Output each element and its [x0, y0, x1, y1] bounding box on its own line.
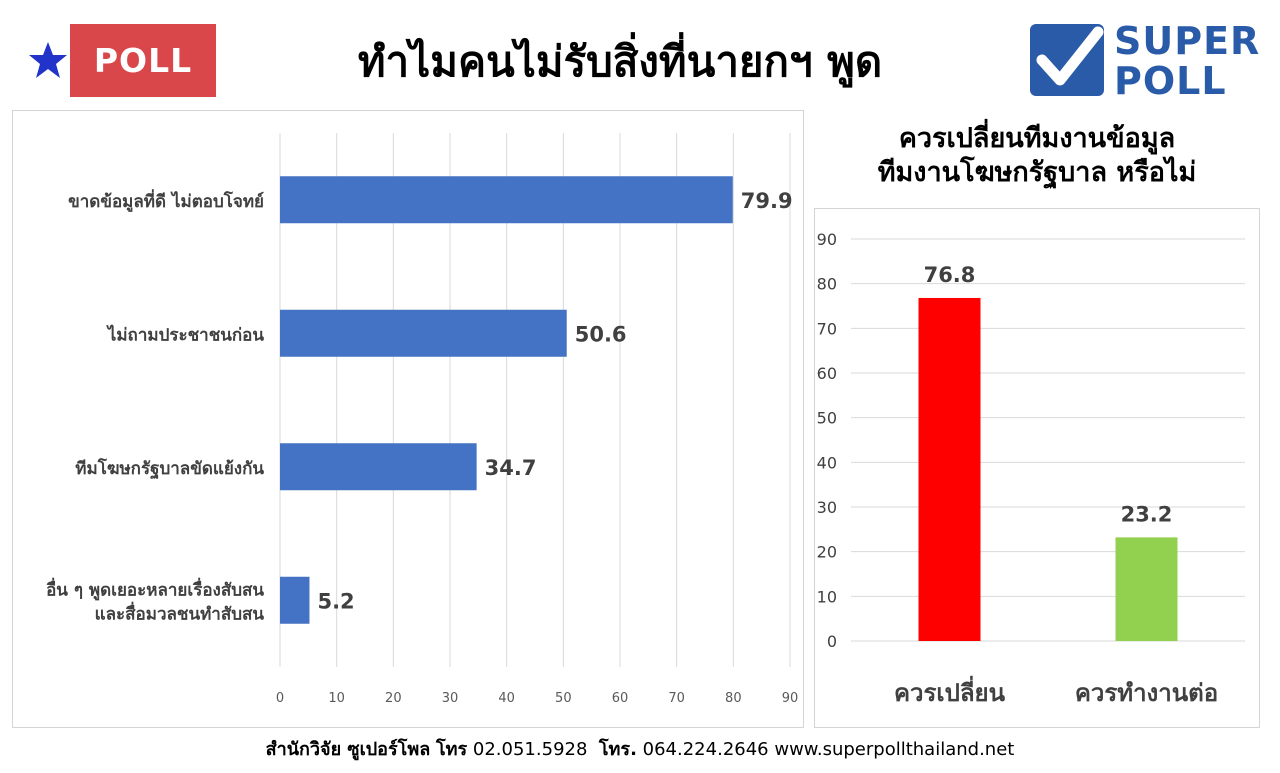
- bar-2: [280, 443, 477, 491]
- y-tick-label: 90: [817, 230, 837, 249]
- bar-value-label: 23.2: [1121, 502, 1173, 526]
- footer-contact: สำนักวิจัย ซูเปอร์โพล โทร 02.051.5928 โท…: [0, 734, 1280, 763]
- star-icon: [29, 42, 67, 78]
- category-label: และสื่อมวลชนทำสับสน: [95, 601, 265, 624]
- x-tick-label: 40: [498, 691, 515, 706]
- poll-badge-label: POLL: [93, 41, 193, 80]
- category-label: ขาดข้อมูลที่ดี ไม่ตอบโจทย์: [68, 189, 264, 213]
- bar-3: [280, 576, 310, 624]
- y-tick-label: 20: [817, 543, 837, 562]
- category-label: ควรเปลี่ยน: [894, 675, 1006, 707]
- bar-value-label: 76.8: [924, 263, 976, 287]
- y-tick-label: 40: [817, 453, 837, 472]
- superpoll-logo: SUPER POLL: [1028, 20, 1268, 102]
- bar-value-label: 79.9: [741, 189, 793, 213]
- footer-tel-label-2: โทร.: [598, 739, 637, 760]
- bar-value-label: 50.6: [575, 322, 627, 346]
- left-chart-panel: 0 10 20 30 40 50 60 70 80 90 79.9 ขาดข้อมูลที่ดี ไม…: [12, 110, 804, 728]
- footer-org: สำนักวิจัย ซูเปอร์โพล: [265, 739, 431, 760]
- x-tick-label: 60: [612, 691, 629, 706]
- x-tick-label: 0: [276, 691, 284, 706]
- change-team-bar-chart: 0 10 20 30 40 50 60 70 80 90 76.8 ควรเปลี่ยน 23.2 ควร…: [817, 230, 1245, 707]
- right-chart-title-line-2: ทีมงานโฆษกรัฐบาล หรือไม่: [877, 157, 1197, 188]
- bar-1: [1115, 537, 1178, 641]
- category-label: ควรทำงานต่อ: [1075, 679, 1218, 707]
- page-title: ทำไมคนไม่รับสิ่งที่นายกฯ พูด: [357, 37, 883, 86]
- category-label: อื่น ๆ พูดเยอะหลายเรื่องสับสน: [46, 577, 264, 601]
- y-tick-label: 60: [817, 364, 837, 383]
- footer-tel-label-1: โทร: [435, 739, 468, 760]
- x-tick-label: 90: [782, 691, 799, 706]
- right-chart-panel: 0 10 20 30 40 50 60 70 80 90 76.8 ควรเปลี่ยน 23.2 ควร…: [814, 208, 1260, 728]
- x-tick-label: 20: [385, 691, 402, 706]
- y-tick-label: 50: [817, 409, 837, 428]
- y-tick-label: 80: [817, 275, 837, 294]
- category-label: ทีมโฆษกรัฐบาลขัดแย้งกัน: [75, 458, 264, 480]
- bar-1: [280, 309, 567, 357]
- poll-badge: POLL: [70, 24, 216, 97]
- footer-phone-1: 02.051.5928: [472, 739, 588, 760]
- y-tick-label: 10: [817, 587, 837, 606]
- y-tick-label: 30: [817, 498, 837, 517]
- x-tick-label: 80: [725, 691, 742, 706]
- footer-phone-2: 064.224.2646: [642, 739, 769, 760]
- right-chart-title-line-1: ควรเปลี่ยนทีมงานข้อมูล: [898, 123, 1176, 154]
- x-tick-label: 50: [555, 691, 572, 706]
- bar-value-label: 5.2: [317, 589, 354, 613]
- logo-text-super: SUPER: [1114, 19, 1261, 63]
- x-tick-label: 10: [328, 691, 345, 706]
- bar-0: [280, 176, 733, 224]
- category-label: ไม่ถามประชาชนก่อน: [106, 324, 265, 345]
- checkmark-icon: [1030, 24, 1104, 96]
- bar-value-label: 34.7: [485, 456, 537, 480]
- x-tick-label: 70: [668, 691, 685, 706]
- bar-0: [918, 297, 981, 641]
- y-tick-label: 0: [827, 632, 837, 651]
- logo-text-poll: POLL: [1114, 59, 1227, 103]
- y-tick-label: 70: [817, 319, 837, 338]
- x-tick-label: 30: [442, 691, 459, 706]
- footer-website: www.superpollthailand.net: [774, 739, 1015, 760]
- right-chart-title: ควรเปลี่ยนทีมงานข้อมูล ทีมงานโฆษกรัฐบาล …: [812, 122, 1262, 190]
- reasons-bar-chart: 0 10 20 30 40 50 60 70 80 90 79.9 ขาดข้อมูลที่ดี ไม…: [46, 133, 799, 706]
